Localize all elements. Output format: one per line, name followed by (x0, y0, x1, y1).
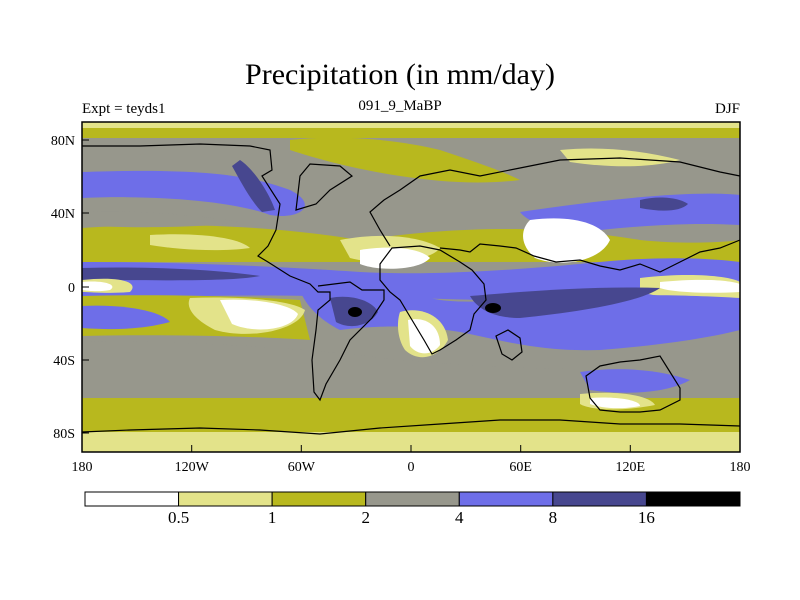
season-label: DJF (714, 101, 740, 117)
field-southern-convergence (300, 288, 740, 351)
y-tick-label: 40N (51, 207, 75, 222)
madagascar-outline (495, 329, 523, 361)
colorbar-label: 1 (268, 508, 277, 527)
antarctica-outline (81, 419, 741, 435)
field-southern-mid (82, 341, 740, 398)
axis-ticks (81, 139, 741, 452)
chart-title: Precipitation (in mm/day) (245, 58, 555, 91)
field-north-asia-core (640, 197, 688, 211)
colorbar-swatch (645, 491, 741, 507)
colorbar-label: 2 (361, 508, 370, 527)
field-east-pacific-core (82, 281, 113, 292)
colorbar-swatch (84, 491, 180, 507)
y-tick-label: 0 (68, 281, 75, 296)
field-west-pacific-core (660, 279, 740, 293)
field-south-pole (82, 432, 740, 452)
field-amazon-max (348, 307, 362, 317)
field-north-pacific-dry (150, 234, 250, 251)
colorbar-swatch (178, 491, 273, 507)
colorbar-label: 0.5 (168, 508, 189, 527)
period-label: 091_9_MaBP (358, 98, 442, 114)
colorbar-label: 16 (638, 508, 655, 527)
eurasia-outline (369, 157, 741, 273)
x-tick-label: 60E (509, 460, 532, 475)
colorbar-label: 8 (549, 508, 558, 527)
field-north-atlantic-belt (290, 137, 520, 183)
field-sahara-dry (360, 247, 430, 269)
experiment-label: Expt = teyds1 (82, 101, 166, 117)
americas-outline (82, 143, 385, 402)
field-arabia-dry (523, 218, 610, 263)
field-southern-ocean-belt (82, 406, 740, 429)
y-tick-label: 40S (53, 354, 75, 369)
x-tick-label: 0 (408, 460, 415, 475)
field-siberia-pale (560, 148, 680, 167)
x-tick-label: 120E (616, 460, 646, 475)
field-north-pole (82, 122, 740, 128)
x-tick-label: 180 (730, 460, 751, 475)
coastlines (81, 143, 741, 435)
colorbar-swatch (271, 491, 367, 507)
field-south-australia-blue (580, 369, 690, 393)
y-axis: 80N 40N 0 40S 80S (51, 134, 75, 442)
colorbar-label: 4 (455, 508, 464, 527)
colorbar: 0.5 1 2 4 8 16 (84, 491, 741, 527)
x-tick-label: 180 (72, 460, 93, 475)
field-south-pacific-dry (220, 299, 298, 330)
field-equatorial-core (82, 267, 260, 281)
y-tick-label: 80S (53, 427, 75, 442)
x-tick-label: 120W (175, 460, 210, 475)
map-panel: 180 120W 60W 0 60E 120E 180 80N 40N 0 40… (51, 121, 751, 475)
field-north-pacific-gray (82, 211, 240, 228)
field-indian-ocean-core (470, 287, 660, 318)
x-axis: 180 120W 60W 0 60E 120E 180 (72, 460, 751, 475)
colorbar-swatch (552, 491, 647, 507)
colorbar-swatch (458, 491, 554, 507)
greenland-outline (295, 163, 354, 211)
colorbar-swatch (365, 491, 460, 507)
australia-outline (585, 355, 681, 413)
field-north-america-edge (232, 160, 275, 212)
field-south-pacific-convergence (82, 305, 170, 330)
africa-outline (379, 245, 487, 355)
field-indian-max (485, 303, 501, 313)
field-south-australia-dry (590, 397, 640, 409)
y-tick-label: 80N (51, 134, 75, 149)
x-tick-label: 60W (288, 460, 316, 475)
